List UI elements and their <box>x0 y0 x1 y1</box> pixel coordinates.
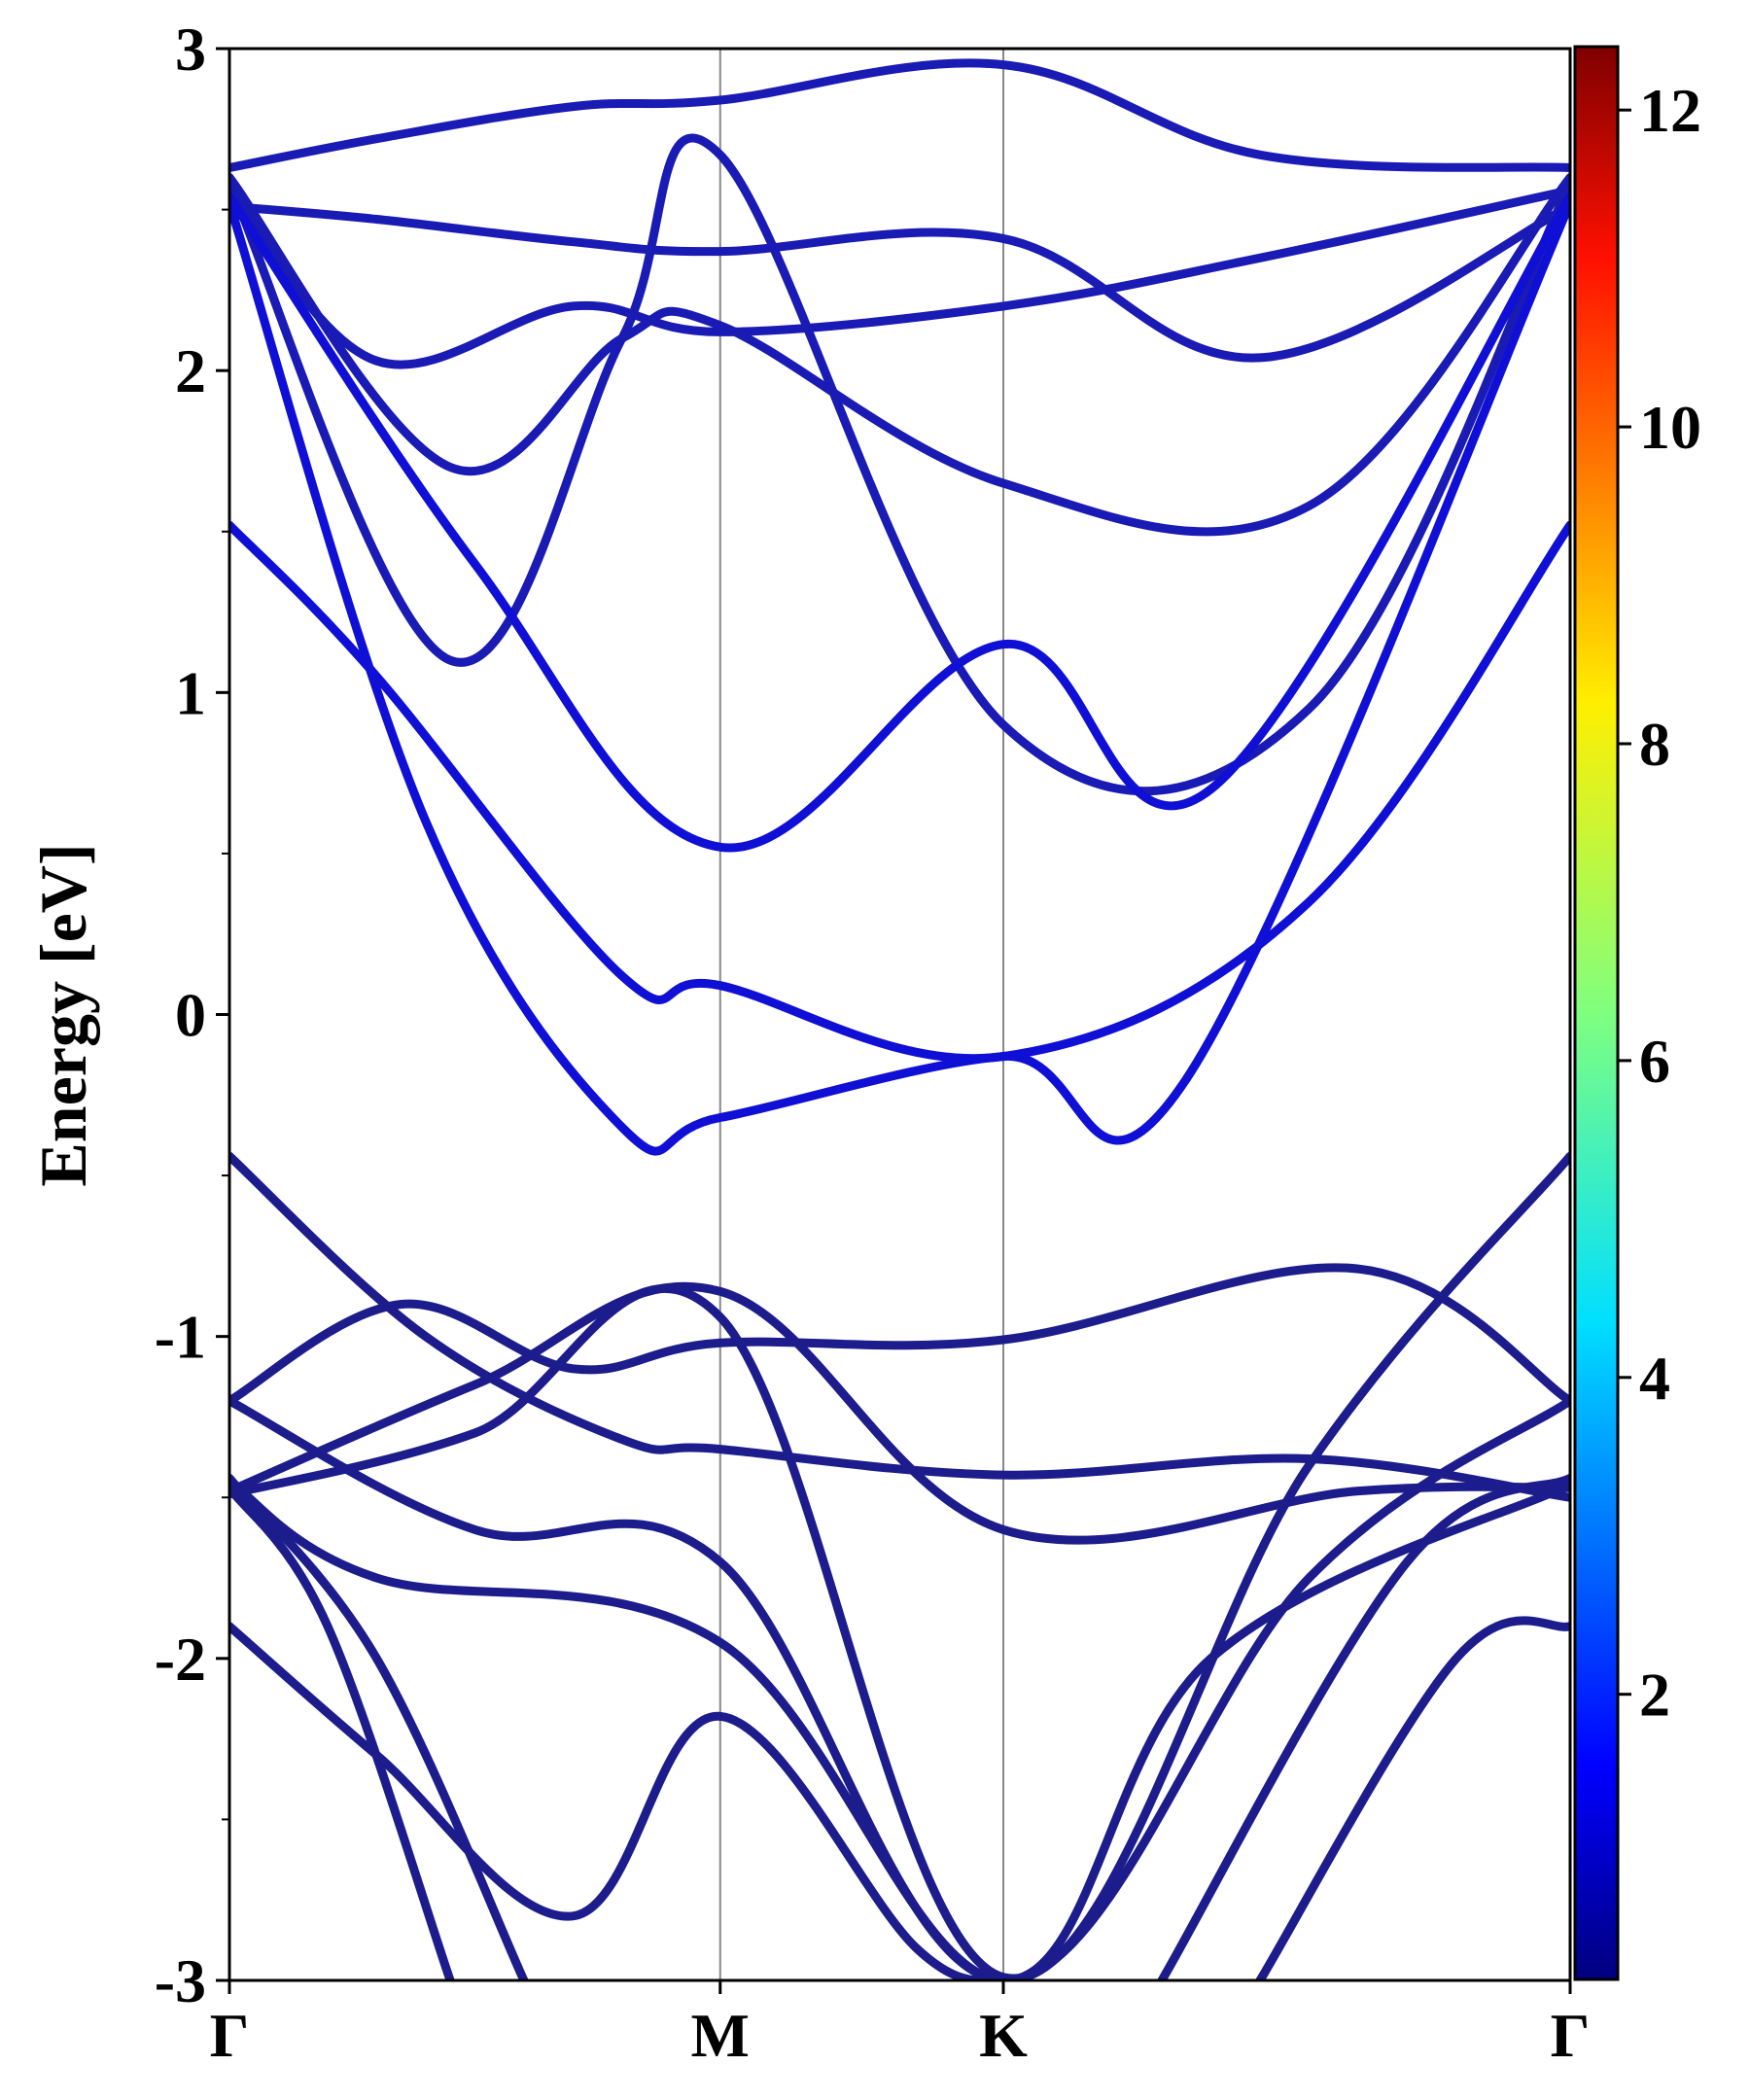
x-tick-label: Γ <box>1551 2001 1591 2070</box>
y-tick-label: -3 <box>155 1946 206 2015</box>
y-tick-label: 2 <box>175 336 206 405</box>
band-line-band-3 <box>229 186 1570 369</box>
band-line-band-12 <box>229 1151 1570 1980</box>
y-axis: -3 -2 -1 0 1 2 3 <box>155 15 229 2015</box>
band-line-band-4 <box>229 173 1570 537</box>
colorbar-tick-label: 2 <box>1639 1661 1670 1730</box>
band-line-band-8 <box>229 198 1570 1156</box>
colorbar-tick-label: 4 <box>1639 1344 1670 1413</box>
plot-area <box>229 49 1570 1980</box>
colorbar: 2 4 6 8 10 12 <box>1573 45 1701 1981</box>
y-tick-label: -1 <box>155 1303 206 1372</box>
colorbar-tick-label: 8 <box>1639 710 1670 779</box>
x-tick-label: Γ <box>210 2001 250 2070</box>
band-line-band-5 <box>229 133 1570 796</box>
colorbar-tick-label: 6 <box>1639 1027 1670 1096</box>
band-line-band-2 <box>229 201 1570 363</box>
y-tick-label: 1 <box>175 658 206 727</box>
band-line-band-15 <box>229 1622 1008 1980</box>
band-line-band-17 <box>229 1473 529 1980</box>
band-line-band-9 <box>229 1263 1570 1406</box>
y-tick-label: -2 <box>155 1625 206 1694</box>
band-line-band-18 <box>1255 1616 1570 1980</box>
colorbar-ticks: 2 4 6 8 10 12 <box>1618 76 1701 1730</box>
x-tick-label: M <box>691 2001 750 2070</box>
y-tick-label: 3 <box>175 15 206 84</box>
band-line-band-16 <box>229 1483 455 1980</box>
x-tick-label: K <box>979 2001 1028 2070</box>
band-line-band-7 <box>229 520 1570 1064</box>
colorbar-gradient <box>1573 45 1620 1981</box>
band-line-band-6 <box>229 192 1570 853</box>
band-line-band-1 <box>229 58 1570 172</box>
y-axis-title: Energy [eV] <box>26 843 100 1186</box>
bands <box>229 58 1570 1980</box>
band-line-band-14 <box>229 1477 1570 1980</box>
kpoint-separators <box>718 49 1005 1980</box>
y-tick-label: 0 <box>175 981 206 1050</box>
band-line-band-19 <box>1157 1473 1570 1980</box>
band-line-band-11 <box>229 1281 1570 1545</box>
colorbar-tick-label: 10 <box>1639 393 1701 462</box>
colorbar-tick-label: 12 <box>1639 76 1701 145</box>
